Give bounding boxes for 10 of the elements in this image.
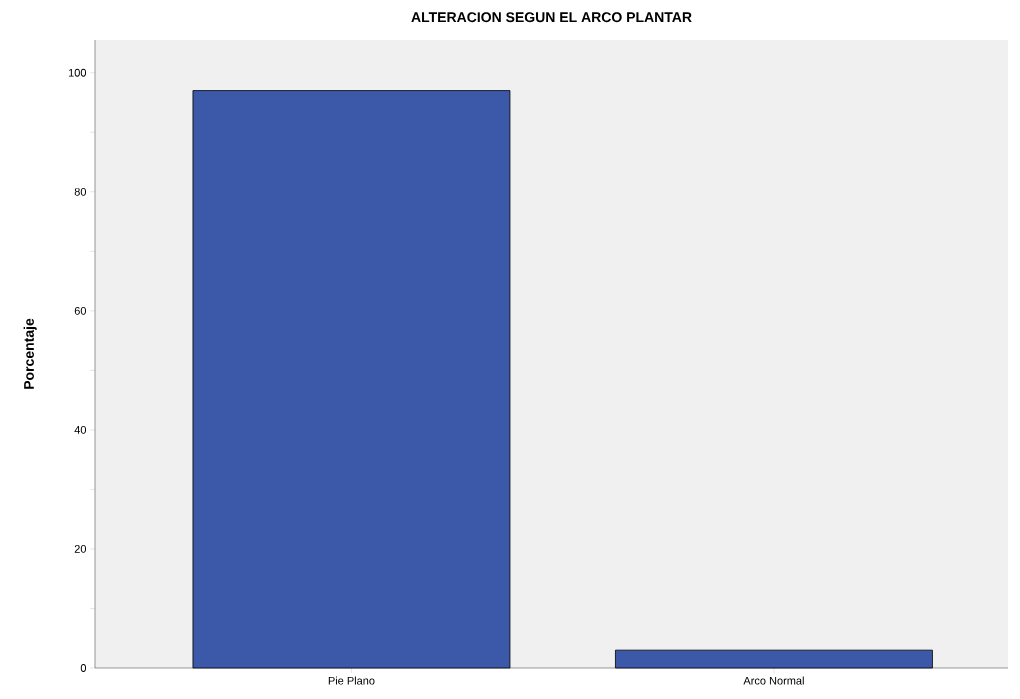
y-tick-label: 0 — [80, 664, 87, 672]
x-tick-label: Arco Normal — [743, 676, 804, 685]
y-tick-label: 40 — [74, 426, 87, 434]
y-tick-label: 20 — [74, 545, 87, 553]
x-tick-label: Pie Plano — [328, 676, 375, 685]
y-axis-title: Porcentaje — [23, 318, 37, 389]
y-tick-label: 80 — [74, 187, 87, 196]
chart-title: ALTERACION SEGUN EL ARCO PLANTAR — [411, 12, 692, 23]
y-tick-label: 100 — [68, 68, 87, 77]
y-tick-label: 60 — [74, 306, 87, 315]
